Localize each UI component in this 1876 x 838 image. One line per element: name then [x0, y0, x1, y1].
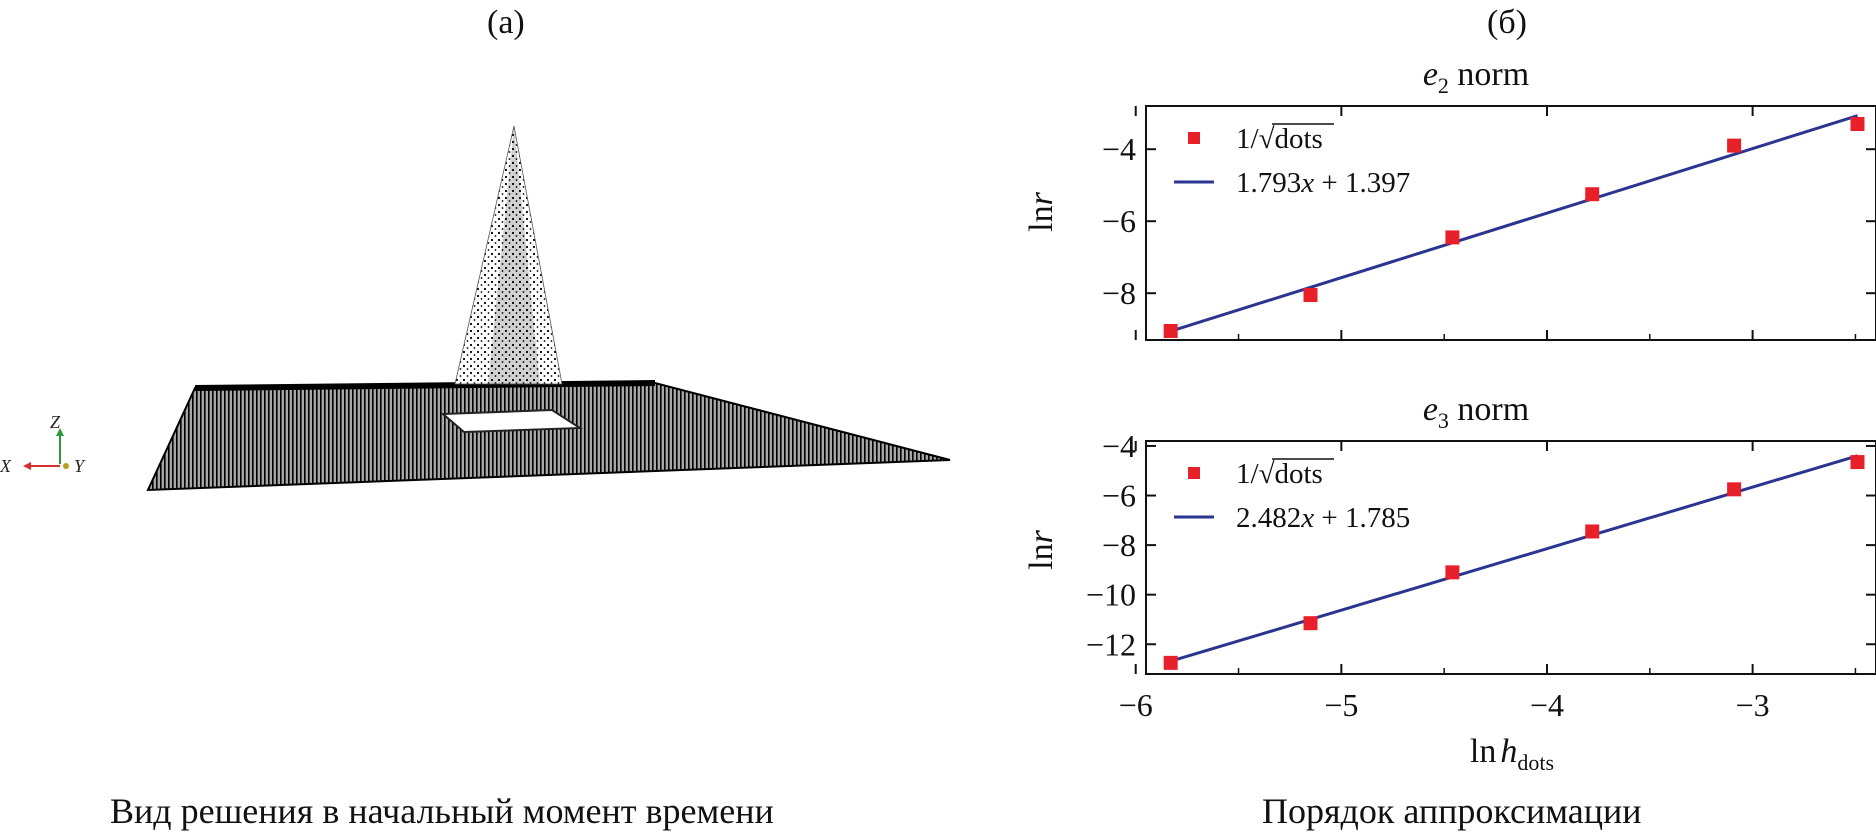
legend-marker-points [1188, 467, 1200, 479]
data-point [1585, 187, 1600, 202]
x-axis-title: ln hdots [1470, 733, 1554, 775]
x-tick-label: −3 [1736, 687, 1770, 723]
x-tick-label: −6 [1119, 687, 1153, 723]
panel-b-label: (б) [1487, 4, 1527, 41]
legend-marker-points [1188, 132, 1200, 144]
data-point [1303, 288, 1318, 302]
data-point [1303, 616, 1318, 631]
y-tick-label: −12 [1086, 626, 1136, 662]
y-tick-label: −4 [1102, 131, 1136, 167]
y-tick-label: −8 [1102, 527, 1136, 563]
chart-e2-norm: e2 norm lnr −8 −6 −4 1/√dots 1.793x + 1.397 [1023, 56, 1876, 341]
data-point [1163, 324, 1178, 338]
x-tick-label: −5 [1324, 687, 1358, 723]
axis-x-label: X [0, 456, 12, 476]
chart-e3-norm: e3 norm lnr −12 −10 −8 −6 −4 −6 −5 −4 −3 1/√dots 2… [1023, 391, 1876, 723]
panel-a-caption: Вид решения в начальный момент времени [110, 791, 774, 831]
plot-frame [1145, 440, 1876, 675]
data-point [1445, 565, 1460, 580]
y-tick-label: −4 [1102, 428, 1136, 464]
chart-e2-ylabel: lnr [1023, 191, 1060, 231]
x-tick-label: −4 [1530, 687, 1564, 723]
plane-hole [440, 408, 584, 434]
fit-line [1170, 454, 1858, 663]
legend-label-points: 1/√dots [1236, 458, 1323, 490]
y-tick-label: −8 [1102, 275, 1136, 311]
data-point [1727, 138, 1742, 153]
data-point [1445, 230, 1460, 245]
chart-e3-ylabel: lnr [1023, 529, 1060, 569]
fit-line [1170, 114, 1858, 333]
data-point [1585, 524, 1600, 539]
panel-b-caption: Порядок аппроксимации [1262, 791, 1642, 831]
legend-label-points: 1/√dots [1236, 123, 1323, 155]
axis-triad-icon: Z X Y [0, 412, 86, 476]
base-plane-shading [148, 383, 950, 490]
plot-frame [1145, 105, 1876, 341]
panel-a-label: (а) [487, 4, 525, 41]
data-point [1727, 482, 1742, 497]
legend-label-line: 2.482x + 1.785 [1236, 502, 1410, 534]
cone-peak [454, 125, 563, 385]
y-tick-label: −6 [1102, 203, 1136, 239]
data-point [1850, 455, 1865, 470]
point-cloud-3d [146, 125, 951, 492]
data-point [1850, 117, 1865, 131]
chart-e2-title: e2 norm [1423, 56, 1529, 98]
y-tick-label: −10 [1086, 577, 1136, 613]
chart-e3-title: e3 norm [1423, 391, 1529, 433]
y-tick-label: −6 [1102, 478, 1136, 514]
axis-y-label: Y [74, 456, 86, 476]
axis-z-label: Z [50, 412, 61, 432]
data-point [1163, 655, 1178, 670]
legend-label-line: 1.793x + 1.397 [1236, 167, 1410, 199]
